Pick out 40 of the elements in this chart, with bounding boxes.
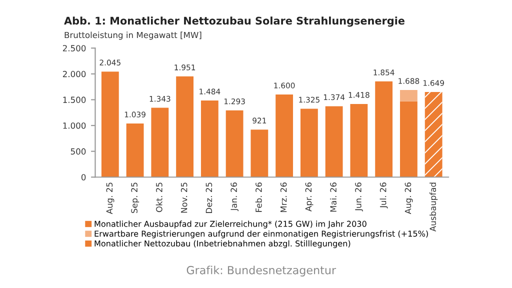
bar [375,81,393,178]
x-tick-label: Jun. 26 [355,182,363,212]
bar [126,124,144,178]
bar [151,108,169,178]
x-tick-label: Aug. 26 [404,182,413,214]
x-tick-label: Jan. 26 [230,182,239,212]
chart-subtitle: Bruttoleistung in Megawatt [MW] [64,32,202,40]
bar [400,101,418,178]
bar [200,100,218,178]
y-tick-label: 1.000 [63,122,86,129]
bar [325,106,343,178]
y-tick-label: 2.500 [62,45,86,52]
x-tick-label: Jul. 26 [380,182,388,208]
y-tick-label: 0 [81,174,86,180]
x-tick-label: Mrz. 26 [280,182,287,212]
x-tick-label: Apr. 26 [305,182,314,212]
legend-label: Monatlicher Nettozubau (Inbetriebnahmen abzgl. Stilllegungen) [94,240,350,248]
bar [226,110,244,178]
bar [250,130,268,178]
bar [276,94,294,178]
x-tick-label: Aug. 25 [106,182,114,214]
legend-label: Erwartbare Registrierungen aufgrund der einmonatigen Registrierungsfrist (+15%) [94,230,428,238]
x-tick-label: Nov. 25 [180,182,188,213]
bar [176,76,194,178]
bar [300,108,318,178]
x-tick-label: Okt. 25 [156,182,162,212]
x-tick-label: Ausbaupfad [430,182,438,232]
x-tick-label: Mai. 26 [330,182,336,212]
text: Grafik: Bundesnetzagentur [186,266,336,276]
x-tick-label: Sep. 25 [131,182,140,214]
y-tick-label: 2.000 [62,70,86,78]
legend-label: Monatlicher Ausbaupfad zur Zielerreichung* (215 GW) im Jahr 2030 [94,220,366,228]
bar [400,90,418,102]
y-tick-label: 1.500 [63,96,86,103]
bar [101,72,119,178]
chart-title: Abb. 1: Monatlicher Nettozubau Solare Strahlungsenergie [64,16,404,27]
x-tick-label: Dez. 25 [206,182,212,213]
x-tick-label: Feb. 26 [255,182,262,212]
y-tick-label: 500 [70,148,86,155]
bar [350,104,368,178]
